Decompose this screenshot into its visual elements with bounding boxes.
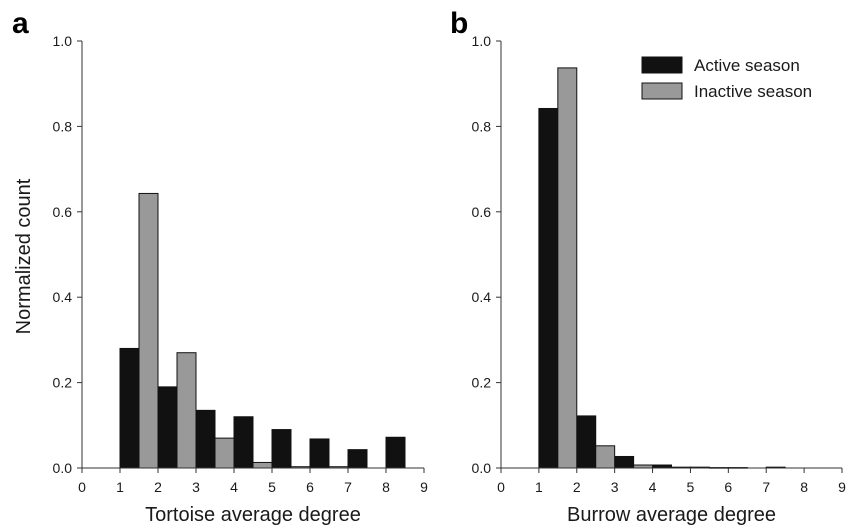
bar [309, 438, 330, 469]
bar [138, 192, 159, 469]
legend-label: Active season [694, 56, 800, 75]
legend-swatch [641, 82, 683, 100]
y-tick-label: 0.6 [53, 204, 73, 220]
bar [195, 409, 216, 469]
y-tick-label: 0.6 [472, 204, 492, 220]
y-tick-label: 0.4 [472, 289, 492, 305]
x-tick-label: 2 [573, 479, 581, 495]
bar [385, 436, 406, 469]
bar [538, 107, 559, 469]
x-tick-label: 5 [687, 479, 695, 495]
bar [557, 67, 578, 469]
series-1 [138, 192, 349, 469]
y-tick-label: 0.4 [53, 289, 73, 305]
x-tick-label: 5 [268, 479, 276, 495]
panel-b: b 0.0 0.2 0.4 0.6 0.8 1.0 0 1 2 3 4 5 6 7 8 9 Burrow aver… [450, 7, 846, 525]
bar [157, 386, 178, 469]
x-tick-label: 4 [230, 479, 238, 495]
x-tick-label: 7 [762, 479, 770, 495]
bar [176, 352, 197, 469]
bar [214, 437, 235, 469]
legend: Active season Inactive season [641, 56, 812, 101]
x-tick-label: 0 [78, 479, 86, 495]
panel-letter: b [450, 7, 468, 40]
bar [119, 347, 140, 469]
x-tick-label: 9 [420, 479, 428, 495]
x-tick-label: 8 [382, 479, 390, 495]
x-tick-label: 8 [800, 479, 808, 495]
bar [595, 445, 616, 469]
bar [576, 415, 597, 469]
x-tick-label: 7 [344, 479, 352, 495]
bar [347, 449, 368, 469]
x-tick-label: 0 [497, 479, 505, 495]
series-0 [119, 347, 406, 469]
legend-label: Inactive season [694, 82, 812, 101]
panel-a: a 0.0 0.2 0.4 0.6 0.8 1.0 0 1 2 3 4 5 6 7 8 9 Tortoise av… [12, 7, 428, 525]
y-tick-label: 1.0 [53, 33, 73, 49]
legend-swatch [641, 56, 683, 74]
x-tick-label: 6 [306, 479, 314, 495]
x-tick-label: 6 [724, 479, 732, 495]
x-tick-label: 2 [154, 479, 162, 495]
axes: 0.0 0.2 0.4 0.6 0.8 1.0 0 1 2 3 4 5 6 7 8 9 [53, 33, 429, 495]
x-tick-label: 4 [649, 479, 657, 495]
y-tick-label: 1.0 [472, 33, 492, 49]
y-tick-label: 0.8 [53, 118, 73, 134]
y-tick-label: 0.0 [472, 460, 492, 476]
bar [271, 429, 292, 469]
x-axis-title: Tortoise average degree [145, 504, 361, 525]
bar [614, 455, 635, 469]
x-tick-label: 9 [838, 479, 846, 495]
x-tick-label: 1 [535, 479, 543, 495]
y-tick-label: 0.2 [53, 375, 73, 391]
y-axis-title: Normalized count [13, 178, 35, 334]
axes: 0.0 0.2 0.4 0.6 0.8 1.0 0 1 2 3 4 5 6 7 8 9 [472, 33, 847, 495]
x-axis-title: Burrow average degree [567, 504, 776, 525]
x-tick-label: 3 [611, 479, 619, 495]
bar [252, 461, 273, 469]
x-tick-label: 1 [116, 479, 124, 495]
panel-letter: a [12, 7, 29, 40]
y-tick-label: 0.0 [53, 460, 73, 476]
series-1 [557, 67, 729, 469]
bar [233, 416, 254, 469]
x-tick-label: 3 [192, 479, 200, 495]
y-tick-label: 0.2 [472, 375, 492, 391]
y-tick-label: 0.8 [472, 118, 492, 134]
